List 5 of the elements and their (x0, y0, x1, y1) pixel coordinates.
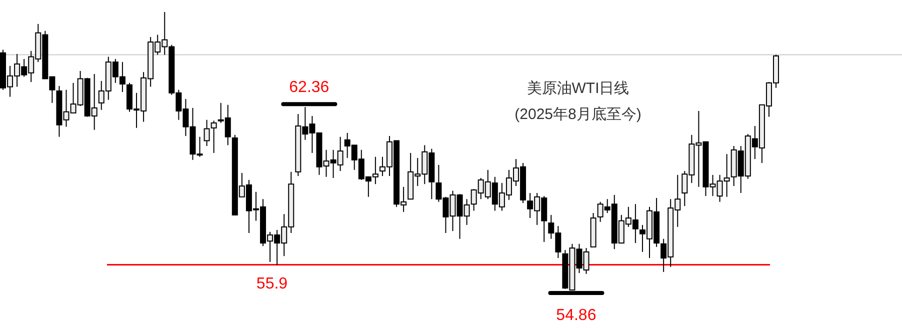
annotation: 62.36 (289, 79, 330, 96)
annotation: 55.9 (256, 276, 288, 293)
annotation: 54.86 (556, 307, 596, 324)
text: (2025年8月底至今) (514, 106, 642, 123)
text: 美原油WTI日线 (526, 80, 630, 97)
